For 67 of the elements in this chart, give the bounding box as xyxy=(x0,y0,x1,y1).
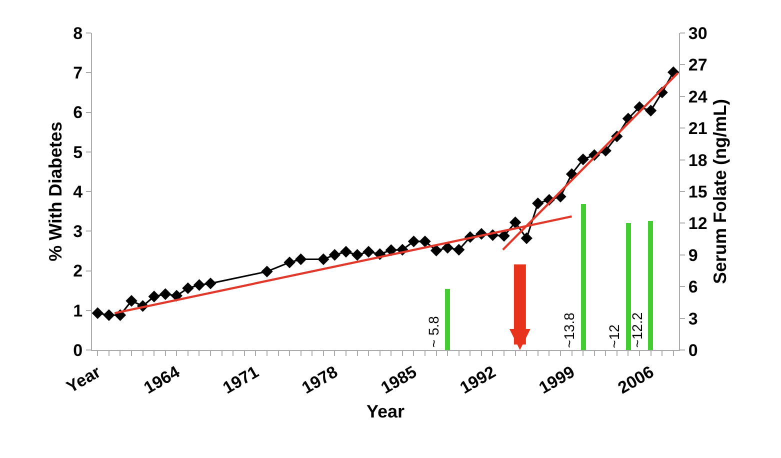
point xyxy=(148,290,160,302)
y2-axis-title: Serum Folate (ng/mL) xyxy=(710,98,730,284)
x-tick-label: 1964 xyxy=(140,362,184,398)
bar xyxy=(626,223,631,350)
data-label: ~ 5.8 xyxy=(426,316,442,348)
x-axis-title: Year xyxy=(366,402,405,422)
y-tick-label: 8 xyxy=(73,24,83,43)
y2-tick-label: 27 xyxy=(688,56,708,75)
y-tick-label: 1 xyxy=(73,301,83,320)
point xyxy=(566,168,578,180)
y-tick-label: 6 xyxy=(73,103,83,122)
point xyxy=(160,288,172,300)
y2-tick-label: 9 xyxy=(688,246,698,265)
point xyxy=(419,236,431,248)
y-tick-label: 0 xyxy=(73,340,83,360)
bar xyxy=(445,289,450,350)
x-tick-label: 1992 xyxy=(456,362,499,398)
point xyxy=(385,244,397,256)
x-tick-label: 1971 xyxy=(220,362,262,398)
point xyxy=(126,295,138,307)
x-tick-label: 1999 xyxy=(536,362,578,398)
point xyxy=(430,244,442,256)
point xyxy=(182,282,194,294)
point xyxy=(103,309,115,321)
data-label: ~12 xyxy=(606,324,622,348)
point xyxy=(532,198,544,210)
point xyxy=(351,249,364,261)
x-tick-label: 1978 xyxy=(298,362,341,398)
y2-tick-label: 3 xyxy=(688,309,698,328)
point xyxy=(498,230,510,242)
point xyxy=(408,236,420,248)
y2-tick-label: 30 xyxy=(688,24,708,43)
data-label: ~12.2 xyxy=(628,312,645,348)
x-tick-label: Year xyxy=(63,362,104,397)
bar xyxy=(581,204,586,350)
y-tick-label: 2 xyxy=(73,262,83,281)
y2-tick-label: 15 xyxy=(688,182,708,202)
y2-tick-label: 24 xyxy=(688,87,708,106)
y2-tick-label: 18 xyxy=(688,150,708,170)
x-tick-label: 2006 xyxy=(614,362,658,398)
y2-tick-label: 12 xyxy=(688,214,708,234)
point xyxy=(318,253,330,266)
y2-tick-label: 6 xyxy=(688,278,698,297)
point xyxy=(261,266,273,278)
point xyxy=(577,154,589,166)
point xyxy=(284,256,296,268)
y-axis-title: % With Diabetes xyxy=(45,122,66,262)
point xyxy=(193,279,206,291)
point xyxy=(340,246,352,258)
point xyxy=(328,249,341,261)
y2-tick-label: 21 xyxy=(688,119,708,138)
point xyxy=(92,307,104,319)
x-tick-label: 1985 xyxy=(378,362,420,398)
point xyxy=(509,216,522,228)
point xyxy=(644,104,657,117)
y-tick-label: 3 xyxy=(73,222,83,242)
point xyxy=(204,278,216,290)
y-tick-label: 4 xyxy=(73,182,84,202)
point xyxy=(362,246,374,258)
y2-tick-label: 0 xyxy=(688,340,698,360)
point xyxy=(294,253,307,266)
data-label: ~13.8 xyxy=(561,312,578,348)
point xyxy=(520,232,532,244)
point xyxy=(453,244,465,256)
y-tick-label: 5 xyxy=(73,142,83,162)
bar xyxy=(648,221,653,350)
y-tick-label: 7 xyxy=(73,64,83,83)
